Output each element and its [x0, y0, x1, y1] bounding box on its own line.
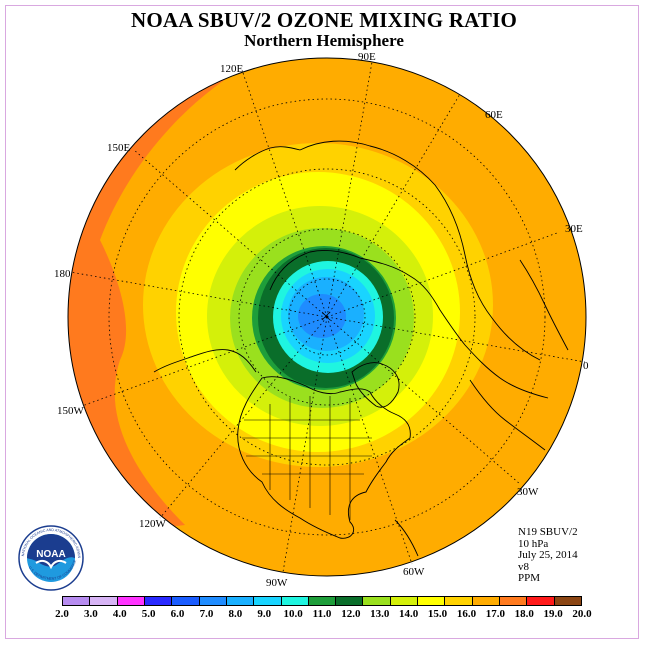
map-boundary — [67, 57, 587, 577]
legend-swatch — [144, 597, 173, 605]
legend-swatch — [63, 597, 91, 605]
legend-swatch — [172, 597, 200, 605]
legend-tick-label: 4.0 — [112, 608, 127, 620]
meridian-line — [81, 316, 328, 407]
legend-swatch — [308, 597, 337, 605]
meridian-line — [326, 316, 521, 485]
meridian-line — [69, 271, 328, 318]
legend-swatch — [363, 597, 391, 605]
noaa-logo: NOAA NATIONAL OCEANIC AND ATMOSPHERIC AD… — [18, 525, 84, 591]
meridian-line — [326, 316, 413, 565]
instrument-label: N19 SBUV/2 — [518, 526, 578, 538]
legend-tick-label: 11.0 — [312, 608, 332, 620]
legend-tick-label: 12.0 — [341, 608, 361, 620]
legend-swatch — [500, 597, 528, 605]
legend-swatch — [90, 597, 118, 605]
legend-tick-label: 7.0 — [199, 608, 214, 620]
legend-tick-label: 9.0 — [257, 608, 272, 620]
parallel-line — [288, 278, 366, 356]
meridian-line — [326, 232, 558, 318]
version-label: v8 — [518, 560, 529, 573]
lon-label-60w: 60W — [403, 566, 425, 578]
parallel-line — [108, 98, 546, 536]
lon-label-90e: 90E — [358, 51, 376, 63]
legend-tick-label: 10.0 — [283, 608, 303, 620]
legend-swatch — [199, 597, 227, 605]
figure-frame — [5, 5, 639, 639]
color-legend-bar — [62, 596, 582, 606]
north-pole-marker — [321, 311, 331, 321]
pressure-level-label: 10 hPa — [518, 537, 549, 550]
lon-label-120e: 120E — [220, 63, 244, 75]
contour-18 — [68, 69, 240, 540]
asia-coast — [299, 140, 541, 361]
meridian-lines — [69, 61, 586, 573]
lon-label-0: 0 — [583, 360, 589, 372]
legend-swatch — [117, 597, 145, 605]
lon-label-180: 180 — [54, 268, 71, 280]
africa-coast — [469, 379, 546, 451]
coastlines — [153, 140, 569, 557]
legend-tick-label: 18.0 — [514, 608, 534, 620]
legend-tick-label: 13.0 — [370, 608, 390, 620]
lon-label-150e: 150E — [107, 142, 131, 154]
legend-swatch — [554, 597, 581, 605]
legend-swatch — [226, 597, 255, 605]
eurasia-coast — [269, 249, 549, 399]
meridian-line — [133, 149, 328, 318]
meridian-line — [326, 316, 586, 363]
meridian-line — [326, 93, 461, 318]
legend-tick-label: 5.0 — [141, 608, 156, 620]
meridian-line — [159, 316, 328, 519]
legend-swatch — [336, 597, 364, 605]
lon-label-60e: 60E — [485, 109, 503, 121]
legend-swatch — [281, 597, 309, 605]
color-legend-labels: 2.0 3.0 4.0 5.0 6.0 7.0 8.0 9.0 10.0 11.0 12.0 13.0… — [55, 608, 592, 622]
alaska-coast — [153, 349, 257, 373]
greenland-coast — [351, 362, 400, 408]
legend-tick-label: 16.0 — [456, 608, 477, 620]
logo-text: NOAA — [36, 549, 65, 560]
lon-label-120w: 120W — [139, 518, 166, 530]
lon-label-30w: 30W — [517, 486, 539, 498]
units-label: PPM — [518, 572, 541, 584]
legend-tick-label: 3.0 — [84, 608, 98, 620]
legend-swatch — [390, 597, 419, 605]
legend-tick-label: 14.0 — [399, 608, 419, 620]
parallel-line — [238, 228, 416, 406]
legend-tick-label: 8.0 — [228, 608, 243, 620]
lon-label-150w: 150W — [57, 405, 84, 417]
date-label: July 25, 2014 — [518, 549, 578, 561]
europe-coast — [519, 259, 569, 351]
legend-tick-label: 20.0 — [572, 608, 592, 620]
legend-swatch — [254, 597, 282, 605]
legend-tick-label: 17.0 — [485, 608, 505, 620]
north-america-coast — [237, 376, 411, 539]
product-info: N19 SBUV/2 10 hPa July 25, 2014 v8 PPM — [518, 526, 578, 585]
lon-label-90w: 90W — [266, 577, 288, 589]
legend-swatch — [527, 597, 555, 605]
legend-swatch — [418, 597, 446, 605]
map-title: NOAA SBUV/2 OZONE MIXING RATIO — [131, 8, 517, 32]
legend-tick-label: 15.0 — [427, 608, 448, 620]
contour-fill — [68, 58, 586, 576]
meridian-line — [241, 69, 328, 318]
us-state-lines — [242, 396, 372, 520]
south-america-coast — [394, 519, 419, 557]
legend-tick-label: 6.0 — [170, 608, 185, 620]
map-subtitle: Northern Hemisphere — [244, 31, 404, 50]
east-asia-coast — [234, 146, 301, 171]
legend-tick-label: 2.0 — [55, 608, 69, 620]
legend-swatch — [472, 597, 500, 605]
latitude-circles — [108, 98, 546, 536]
legend-tick-label: 19.0 — [543, 608, 563, 620]
lon-label-30e: 30E — [565, 223, 583, 235]
parallel-line — [178, 168, 476, 466]
legend-swatch — [445, 597, 473, 605]
